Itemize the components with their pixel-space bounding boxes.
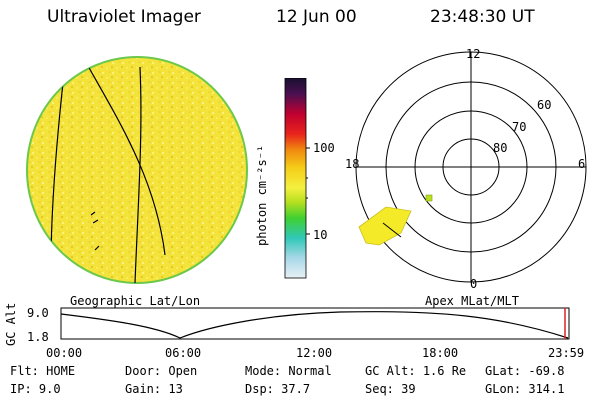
lat-label-60: 60	[537, 98, 552, 112]
dsp-status: Dsp: 37.7	[245, 382, 311, 396]
color-bar	[284, 78, 310, 279]
mlt-label-6: 6	[578, 157, 586, 171]
geographic-image	[26, 56, 248, 284]
altitude-axis-label: GC Alt	[4, 302, 18, 346]
colorbar-tick-100: 100	[313, 141, 335, 155]
polar-plot	[355, 51, 587, 283]
auroral-patch	[358, 206, 412, 246]
door-status: Door: Open	[125, 364, 198, 378]
mlt-label-12: 12	[466, 47, 481, 61]
mlt-label-18: 18	[345, 157, 360, 171]
longitude-line	[134, 66, 142, 283]
instrument-title: Ultraviolet Imager	[47, 7, 201, 27]
altitude-tick-1-8: 1.8	[27, 330, 49, 344]
time-label: 23:48:30 UT	[430, 7, 535, 27]
auroral-spot	[425, 194, 433, 202]
altitude-tick-9: 9.0	[27, 306, 49, 320]
time-tick-0000: 00:00	[46, 346, 83, 360]
time-tick-0600: 06:00	[165, 346, 202, 360]
flight-status: Flt: HOME	[10, 364, 76, 378]
sequence-status: Seq: 39	[365, 382, 416, 396]
colorbar-tick-10: 10	[313, 228, 328, 242]
coastline	[90, 211, 100, 251]
lat-label-70: 70	[512, 120, 527, 134]
time-tick-2359: 23:59	[548, 346, 585, 360]
auroral-boundary-line	[382, 222, 402, 238]
colorbar-unit-label: photon cm⁻²s⁻¹	[255, 144, 269, 246]
time-tick-1800: 18:00	[422, 346, 459, 360]
geo-latitude-status: GLat: -69.8	[485, 364, 565, 378]
apex-caption: Apex MLat/MLT	[425, 294, 519, 308]
altitude-orbit-plot	[60, 307, 570, 340]
gain-status: Gain: 13	[125, 382, 183, 396]
ip-status: IP: 9.0	[10, 382, 61, 396]
mlt-label-0: 0	[470, 277, 478, 291]
geographic-caption: Geographic Lat/Lon	[70, 294, 201, 308]
longitude-line	[82, 57, 166, 256]
earth-disk	[26, 56, 248, 284]
gc-altitude-status: GC Alt: 1.6 Re	[365, 364, 467, 378]
geo-longitude-status: GLon: 314.1	[485, 382, 565, 396]
time-tick-1200: 12:00	[296, 346, 333, 360]
altitude-curve	[60, 311, 569, 339]
lat-label-80: 80	[493, 141, 508, 155]
mode-status: Mode: Normal	[245, 364, 332, 378]
date-label: 12 Jun 00	[276, 7, 357, 27]
